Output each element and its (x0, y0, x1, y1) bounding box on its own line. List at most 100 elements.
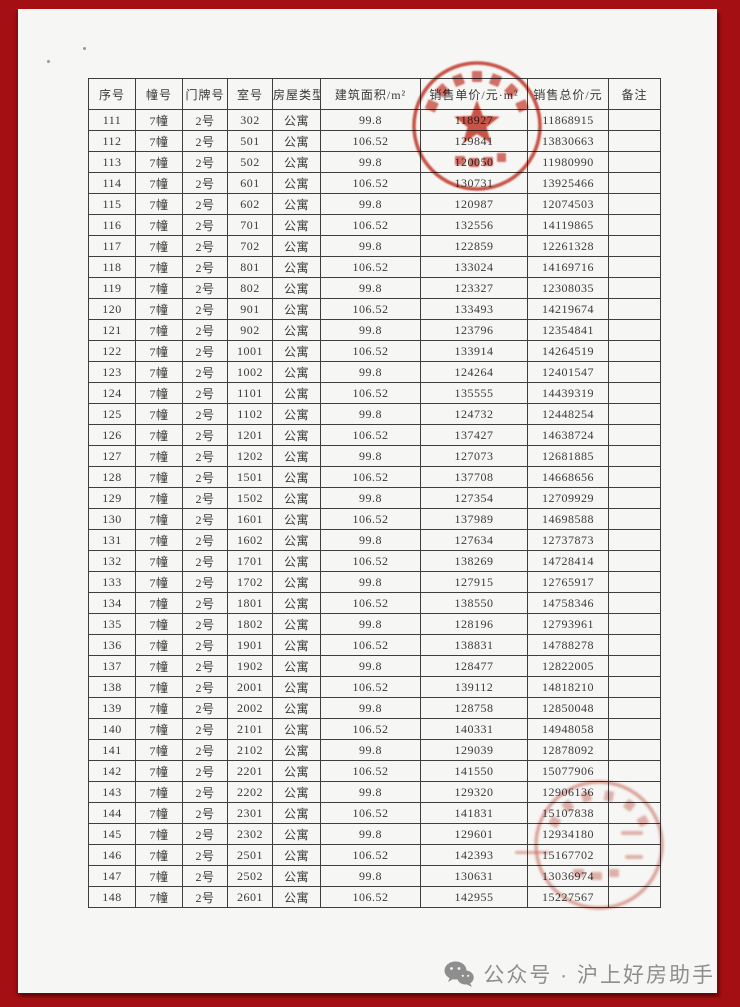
table-cell: 公寓 (272, 865, 321, 887)
table-cell: 99.8 (320, 445, 421, 467)
table-cell (608, 403, 661, 425)
table-cell: 106.52 (320, 760, 421, 782)
table-cell: 2号 (182, 865, 228, 887)
table-cell: 12737873 (527, 529, 609, 551)
table-body: 111 7幢 2号 302 公寓 99.8 118927 11868915 112 7幢 2号 501… (88, 109, 661, 908)
table-cell: 公寓 (272, 760, 321, 782)
table-row: 147 7幢 2号 2502 公寓 99.8 130631 13036974 (88, 865, 661, 887)
table-cell (608, 424, 661, 446)
table-cell: 801 (227, 256, 273, 278)
table-cell: 129841 (420, 130, 528, 152)
table-cell: 2号 (182, 550, 228, 572)
table-cell: 99.8 (320, 781, 421, 803)
table-cell: 2号 (182, 571, 228, 593)
table-cell: 148 (88, 886, 136, 908)
table-row: 125 7幢 2号 1102 公寓 99.8 124732 12448254 (88, 403, 661, 425)
table-cell: 公寓 (272, 781, 321, 803)
table-cell (608, 508, 661, 530)
table-cell: 14668656 (527, 466, 609, 488)
table-row: 115 7幢 2号 602 公寓 99.8 120987 12074503 (88, 193, 661, 215)
table-row: 111 7幢 2号 302 公寓 99.8 118927 11868915 (88, 109, 661, 131)
table-cell: 99.8 (320, 865, 421, 887)
table-cell: 119 (88, 277, 136, 299)
table-cell: 138550 (420, 592, 528, 614)
table-cell: 99.8 (320, 655, 421, 677)
table-cell: 1701 (227, 550, 273, 572)
table-row: 120 7幢 2号 901 公寓 106.52 133493 14219674 (88, 298, 661, 320)
footer-caption: 公众号 · 沪上好房助手 (428, 957, 715, 991)
table-cell (608, 172, 661, 194)
table-cell (608, 655, 661, 677)
table-cell: 15167702 (527, 844, 609, 866)
table-cell: 124732 (420, 403, 528, 425)
table-cell: 120987 (420, 193, 528, 215)
paper-speck (83, 47, 86, 50)
table-cell: 13830663 (527, 130, 609, 152)
table-cell: 7幢 (135, 151, 183, 173)
table-cell: 公寓 (272, 466, 321, 488)
table-row: 144 7幢 2号 2301 公寓 106.52 141831 15107838 (88, 802, 661, 824)
table-row: 131 7幢 2号 1602 公寓 99.8 127634 12737873 (88, 529, 661, 551)
table-row: 136 7幢 2号 1901 公寓 106.52 138831 14788278 (88, 634, 661, 656)
table-cell: 2号 (182, 214, 228, 236)
table-cell: 137989 (420, 508, 528, 530)
table-cell: 2102 (227, 739, 273, 761)
table-row: 134 7幢 2号 1801 公寓 106.52 138550 14758346 (88, 592, 661, 614)
column-header: 室号 (227, 78, 273, 110)
table-cell: 99.8 (320, 109, 421, 131)
table-cell: 2502 (227, 865, 273, 887)
table-cell: 12822005 (527, 655, 609, 677)
table-row: 129 7幢 2号 1502 公寓 99.8 127354 12709929 (88, 487, 661, 509)
table-cell: 14788278 (527, 634, 609, 656)
table-cell: 139112 (420, 676, 528, 698)
table-cell: 121 (88, 319, 136, 341)
table-cell: 129039 (420, 739, 528, 761)
table-cell: 106.52 (320, 718, 421, 740)
table-cell: 7幢 (135, 676, 183, 698)
table-cell: 7幢 (135, 613, 183, 635)
table-cell: 14219674 (527, 298, 609, 320)
table-cell: 99.8 (320, 151, 421, 173)
table-cell: 135 (88, 613, 136, 635)
table-cell: 144 (88, 802, 136, 824)
table-cell: 公寓 (272, 277, 321, 299)
table-cell (608, 865, 661, 887)
table-cell: 125 (88, 403, 136, 425)
table-cell: 14728414 (527, 550, 609, 572)
table-cell: 7幢 (135, 760, 183, 782)
table-cell: 公寓 (272, 592, 321, 614)
table-cell (608, 613, 661, 635)
table-cell: 2号 (182, 760, 228, 782)
table-cell: 13925466 (527, 172, 609, 194)
table-cell: 公寓 (272, 340, 321, 362)
table-cell: 138 (88, 676, 136, 698)
table-cell: 141831 (420, 802, 528, 824)
document-paper: 序号 幢号 门牌号 室号 房屋类型 建筑面积/m² 销售单价/元·m² 销售总价/元 备注 11… (18, 9, 717, 993)
table-cell: 602 (227, 193, 273, 215)
table-cell: 7幢 (135, 592, 183, 614)
column-header: 房屋类型 (272, 78, 321, 110)
table-cell: 2301 (227, 802, 273, 824)
table-cell: 7幢 (135, 361, 183, 383)
table-cell: 132 (88, 550, 136, 572)
table-row: 128 7幢 2号 1501 公寓 106.52 137708 14668656 (88, 466, 661, 488)
table-row: 138 7幢 2号 2001 公寓 106.52 139112 14818210 (88, 676, 661, 698)
table-row: 121 7幢 2号 902 公寓 99.8 123796 12354841 (88, 319, 661, 341)
table-cell: 99.8 (320, 277, 421, 299)
table-cell: 147 (88, 865, 136, 887)
table-cell (608, 445, 661, 467)
table-cell: 106.52 (320, 844, 421, 866)
table-cell: 7幢 (135, 298, 183, 320)
table-cell: 1601 (227, 508, 273, 530)
table-cell: 99.8 (320, 529, 421, 551)
table-cell: 143 (88, 781, 136, 803)
table-row: 123 7幢 2号 1002 公寓 99.8 124264 12401547 (88, 361, 661, 383)
table-cell: 公寓 (272, 613, 321, 635)
table-cell: 130731 (420, 172, 528, 194)
price-table: 序号 幢号 门牌号 室号 房屋类型 建筑面积/m² 销售单价/元·m² 销售总价/元 备注 11… (88, 78, 661, 908)
table-cell: 140 (88, 718, 136, 740)
column-header: 销售单价/元·m² (420, 78, 528, 110)
table-cell: 7幢 (135, 256, 183, 278)
table-cell (608, 487, 661, 509)
